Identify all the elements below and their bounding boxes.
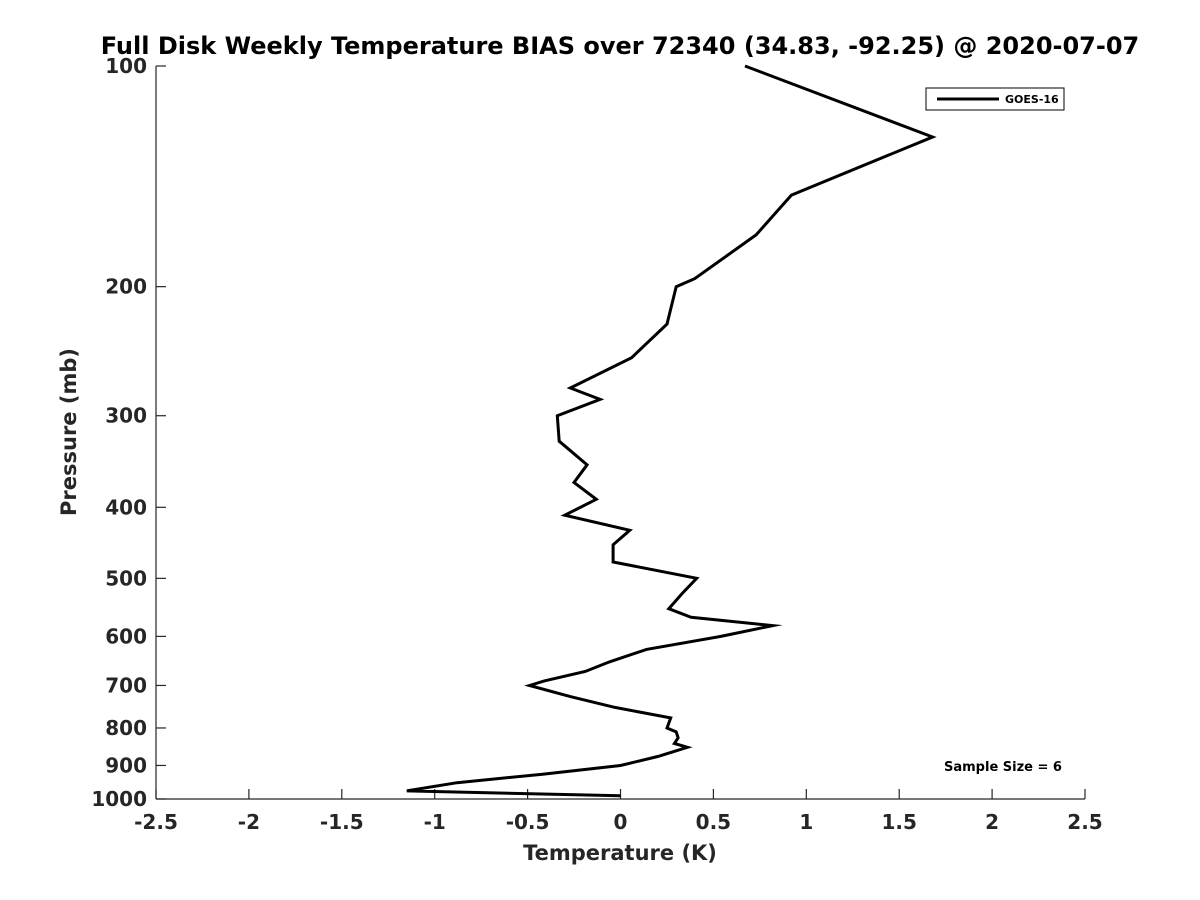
y-tick-label: 800 [105, 716, 147, 740]
y-axis-label: Pressure (mb) [57, 348, 81, 516]
x-tick-label: 0 [614, 810, 628, 834]
x-tick-label: 1 [799, 810, 813, 834]
legend: GOES-16 [925, 87, 1065, 111]
y-tick-label: 700 [105, 673, 147, 697]
x-tick-label: 2 [985, 810, 999, 834]
x-axis-ticks: -2.5 -2 -1.5 -1 -0.5 0 0.5 1 1.5 2 2.5 [134, 789, 1103, 834]
y-tick-label: 400 [105, 495, 147, 519]
y-tick-label: 100 [105, 54, 147, 78]
series-line-goes-16 [406, 64, 937, 798]
x-tick-label: -1 [424, 810, 446, 834]
y-tick-label: 600 [105, 624, 147, 648]
x-tick-label: 2.5 [1067, 810, 1102, 834]
y-axis-ticks: 100 200 300 400 500 600 700 800 900 1000 [91, 54, 166, 811]
y-tick-label: 300 [105, 404, 147, 428]
x-tick-label: 0.5 [696, 810, 731, 834]
series-layer [406, 64, 937, 798]
x-tick-label: -2.5 [134, 810, 178, 834]
y-tick-label: 900 [105, 753, 147, 777]
y-tick-label: 500 [105, 566, 147, 590]
plot-axes [155, 66, 1085, 800]
x-tick-label: 1.5 [881, 810, 916, 834]
x-tick-label: -2 [238, 810, 260, 834]
legend-label: GOES-16 [1005, 93, 1059, 106]
y-tick-label: 1000 [91, 787, 147, 811]
x-tick-label: -0.5 [506, 810, 550, 834]
chart-title: Full Disk Weekly Temperature BIAS over 7… [101, 32, 1140, 60]
y-tick-label: 200 [105, 275, 147, 299]
x-tick-label: -1.5 [320, 810, 364, 834]
x-axis-label: Temperature (K) [523, 841, 717, 865]
sample-size-annotation: Sample Size = 6 [944, 760, 1062, 775]
